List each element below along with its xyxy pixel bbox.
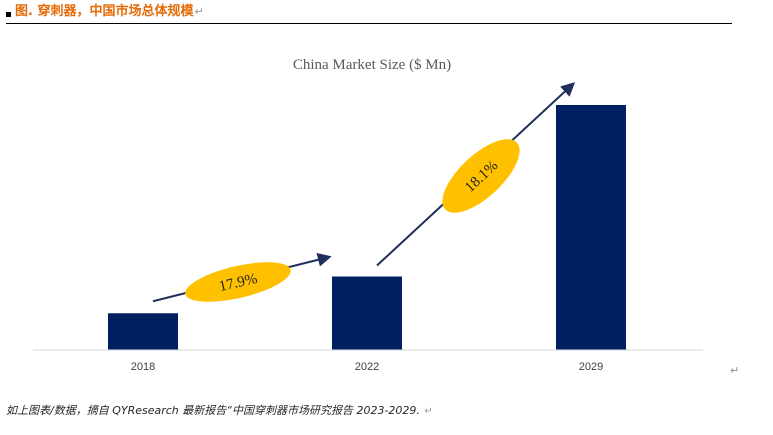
x-tick-label-2018: 2018 bbox=[131, 361, 155, 373]
bars-group bbox=[108, 105, 626, 350]
source-text: 如上图表/数据，摘自 QYResearch 最新报告“中国穿刺器市场研究报告 2… bbox=[6, 404, 420, 417]
x-tick-labels: 2018 2022 2029 bbox=[131, 361, 603, 373]
figure-header: 图. 穿刺器，中国市场总体规模 ↵ bbox=[6, 4, 204, 20]
bar-2018 bbox=[108, 313, 178, 350]
x-tick-label-2029: 2029 bbox=[579, 361, 603, 373]
bullet-square-icon bbox=[6, 11, 11, 17]
growth-badge-2018-2022 bbox=[185, 262, 291, 302]
x-tick-label-2022: 2022 bbox=[355, 361, 379, 373]
bar-2022 bbox=[332, 276, 402, 350]
header-rule bbox=[6, 23, 732, 24]
figure-title: 图. 穿刺器，中国市场总体规模 bbox=[15, 4, 194, 19]
source-return-mark-icon: ↵ bbox=[424, 406, 433, 417]
growth-badge-2022-2029 bbox=[442, 139, 520, 213]
paragraph-return-mark-icon: ↵ bbox=[730, 364, 740, 377]
bar-2029 bbox=[556, 105, 626, 350]
source-note: 如上图表/数据，摘自 QYResearch 最新报告“中国穿刺器市场研究报告 2… bbox=[6, 402, 433, 418]
growth-annotations: 17.9%18.1% bbox=[152, 82, 576, 303]
return-mark-icon: ↵ bbox=[194, 5, 204, 18]
chart-title: China Market Size ($ Mn) bbox=[293, 57, 451, 73]
